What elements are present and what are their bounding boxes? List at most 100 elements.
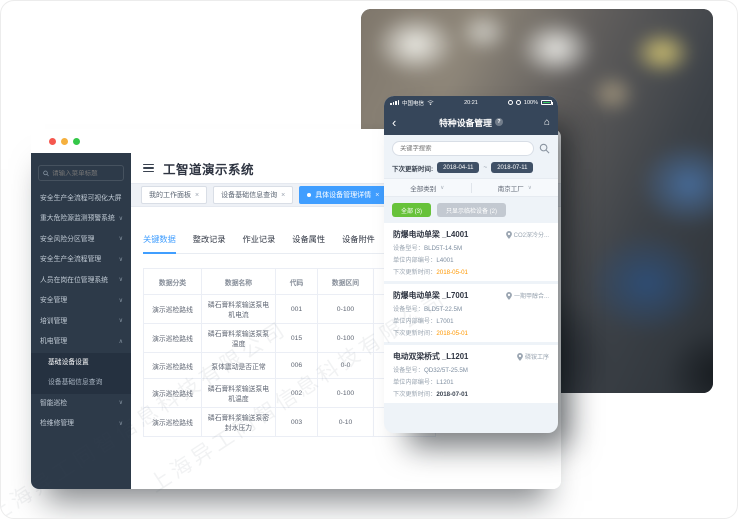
- equipment-title: 电动双梁桥式 _L1201: [393, 352, 469, 361]
- model-label: 设备型号：: [393, 367, 424, 374]
- battery-icon: [540, 99, 554, 106]
- date-to-button[interactable]: 2018-07-11: [491, 162, 534, 173]
- sidebar-submenu: 基础设备设置 设备基础信息查询: [31, 352, 131, 394]
- sidebar-item-label: 设备基础信息查询: [48, 379, 103, 387]
- sidebar-item-smart-inspection[interactable]: 智能巡检 ∨: [31, 394, 131, 414]
- sidebar-item-label: 安全生产全流程可视化大屏: [40, 195, 122, 202]
- factory-dropdown-label: 南京工厂: [497, 185, 524, 193]
- filter-all-pill[interactable]: 全部 (3): [392, 203, 432, 217]
- factory-dropdown[interactable]: 南京工厂 ∨: [472, 183, 559, 193]
- tab-my-workpanel[interactable]: 我的工作面板 ×: [141, 186, 208, 204]
- close-tab-icon[interactable]: ×: [375, 191, 380, 199]
- app-title: 工智道演示系统: [163, 162, 255, 177]
- sidebar-item-safety-mgmt[interactable]: 安全管理 ∨: [31, 291, 131, 311]
- internal-code-value: L4001: [436, 257, 454, 264]
- back-icon[interactable]: ‹: [392, 114, 397, 130]
- sidebar-item-base-device-setting[interactable]: 基础设备设置: [31, 353, 131, 373]
- phone-search-input[interactable]: [400, 145, 526, 152]
- table-row: 演示巡检路线 磷石膏料浆输送泵密封水压力 003 0-10 1.5-3.5: [143, 407, 436, 437]
- date-separator: ~: [483, 164, 488, 171]
- menu-toggle-icon[interactable]: [143, 163, 154, 173]
- battery-percent-label: 100%: [523, 99, 538, 106]
- close-window-icon[interactable]: [49, 137, 56, 145]
- sidebar-item-maintenance[interactable]: 检维修管理 ∨: [31, 414, 131, 434]
- tab-work-records[interactable]: 作业记录: [242, 235, 276, 244]
- sidebar-item-label: 基础设备设置: [48, 358, 89, 366]
- tab-device-attachments[interactable]: 设备附件: [342, 235, 375, 244]
- equipment-title: 防爆电动单梁 _L4001: [393, 230, 469, 239]
- maximize-window-icon[interactable]: [73, 137, 80, 145]
- phone-date-filter: 下次更新时间: 2018-04-11 ~ 2018-07-11: [384, 160, 558, 178]
- next-update-label: 下次更新时间：: [393, 391, 437, 398]
- equipment-card[interactable]: 防爆电动单梁 _L7001 一期甲醇合... 设备型号：BLD5T-22.5M …: [384, 284, 558, 342]
- tab-key-data[interactable]: 关键数据: [143, 233, 176, 254]
- sidebar-item-label: 培训管理: [40, 317, 68, 325]
- sidebar-item-label: 机电管理: [40, 338, 68, 346]
- close-tab-icon[interactable]: ×: [281, 191, 286, 199]
- chevron-down-icon: ∨: [118, 277, 123, 284]
- internal-code-label: 单位内部编号：: [393, 257, 437, 264]
- minimize-window-icon[interactable]: [61, 137, 68, 145]
- location-label: CO2深冷分...: [513, 233, 549, 239]
- home-icon[interactable]: ⌂: [543, 116, 550, 128]
- signal-icon: [390, 100, 399, 105]
- location-pin-icon: [517, 352, 523, 361]
- model-value: QD32/5T-25.5M: [423, 367, 468, 374]
- equipment-card[interactable]: 防爆电动单梁 _L4001 CO2深冷分... 设备型号：BLD5T-14.5M…: [384, 223, 558, 281]
- sidebar-search[interactable]: [38, 165, 124, 181]
- filter-due-inspection-pill[interactable]: 只显示临检设备 (2): [437, 203, 507, 217]
- equipment-card[interactable]: 电动双梁桥式 _L1201 磷铵工序 设备型号：QD32/5T-25.5M 单位…: [384, 345, 558, 403]
- sidebar-item-device-info-query[interactable]: 设备基础信息查询: [31, 373, 131, 393]
- sidebar-search-input[interactable]: [52, 169, 119, 177]
- internal-code-value: L7001: [436, 318, 454, 325]
- chevron-down-icon: ∨: [118, 318, 123, 325]
- sidebar-item-safety-process[interactable]: 安全生产全流程管理 ∨: [31, 250, 131, 270]
- help-icon[interactable]: ?: [494, 118, 503, 126]
- chevron-down-icon: ∨: [440, 184, 445, 191]
- date-from-button[interactable]: 2018-04-11: [437, 162, 480, 173]
- clock-label: 20:21: [464, 99, 478, 106]
- window-titlebar: [31, 129, 561, 153]
- model-value: BLD5T-22.5M: [423, 306, 463, 313]
- phone-dropdown-row: 全部类别 ∨ 南京工厂 ∨: [384, 178, 558, 197]
- tab-device-detail[interactable]: 具体设备管理详情 ×: [299, 186, 388, 204]
- chevron-down-icon: ∨: [118, 400, 123, 407]
- tab-device-info-query[interactable]: 设备基础信息查询 ×: [213, 186, 294, 204]
- tab-label: 具体设备管理详情: [315, 192, 372, 199]
- chevron-down-icon: ∨: [118, 236, 123, 243]
- sidebar-item-training[interactable]: 培训管理 ∨: [31, 312, 131, 332]
- internal-code-label: 单位内部编号：: [393, 379, 437, 386]
- tab-label: 设备基础信息查询: [221, 192, 278, 199]
- wifi-icon: [427, 100, 434, 105]
- chevron-down-icon: ∨: [118, 297, 123, 304]
- search-icon[interactable]: [539, 143, 550, 154]
- sidebar-item-hazard-monitor[interactable]: 重大危险源监测预警系统 ∨: [31, 209, 131, 229]
- internal-code-value: L1201: [436, 379, 454, 386]
- next-update-value: 2018-07-01: [436, 391, 468, 398]
- phone-search-box[interactable]: [392, 141, 534, 156]
- phone-pill-row: 全部 (3) 只显示临检设备 (2): [384, 197, 558, 223]
- phone-statusbar: 中国电信 20:21 100%: [384, 96, 558, 109]
- orientation-lock-icon: [515, 100, 521, 105]
- sidebar-item-mech-elec[interactable]: 机电管理 ∧: [31, 332, 131, 352]
- chevron-down-icon: ∨: [118, 256, 123, 263]
- chevron-down-icon: ∨: [118, 420, 123, 427]
- internal-code-label: 单位内部编号：: [393, 318, 437, 325]
- next-update-label: 下次更新时间：: [393, 269, 437, 276]
- search-icon: [43, 170, 49, 176]
- category-dropdown[interactable]: 全部类别 ∨: [384, 183, 471, 193]
- col-data-category: 数据分类: [143, 268, 202, 295]
- tab-device-attributes[interactable]: 设备属性: [292, 235, 326, 244]
- carrier-label: 中国电信: [402, 100, 425, 107]
- next-update-label: 下次更新时间：: [393, 330, 437, 337]
- close-tab-icon[interactable]: ×: [195, 191, 200, 199]
- app-header: 工智道演示系统: [131, 153, 561, 183]
- sidebar-item-visual-screen[interactable]: 安全生产全流程可视化大屏: [31, 189, 131, 209]
- sidebar-item-personnel[interactable]: 人员在岗在位管理系统 ∨: [31, 271, 131, 291]
- phone-screenshot: 中国电信 20:21 100% ‹ 特种设备管理 ?: [384, 96, 558, 433]
- tab-rectification-records[interactable]: 整改记录: [192, 235, 226, 244]
- phone-navbar: ‹ 特种设备管理 ? ⌂: [384, 109, 558, 135]
- equipment-location: CO2深冷分...: [505, 230, 549, 239]
- chevron-down-icon: ∨: [527, 184, 532, 191]
- sidebar-item-risk-zone[interactable]: 安全风险分区管理 ∨: [31, 230, 131, 250]
